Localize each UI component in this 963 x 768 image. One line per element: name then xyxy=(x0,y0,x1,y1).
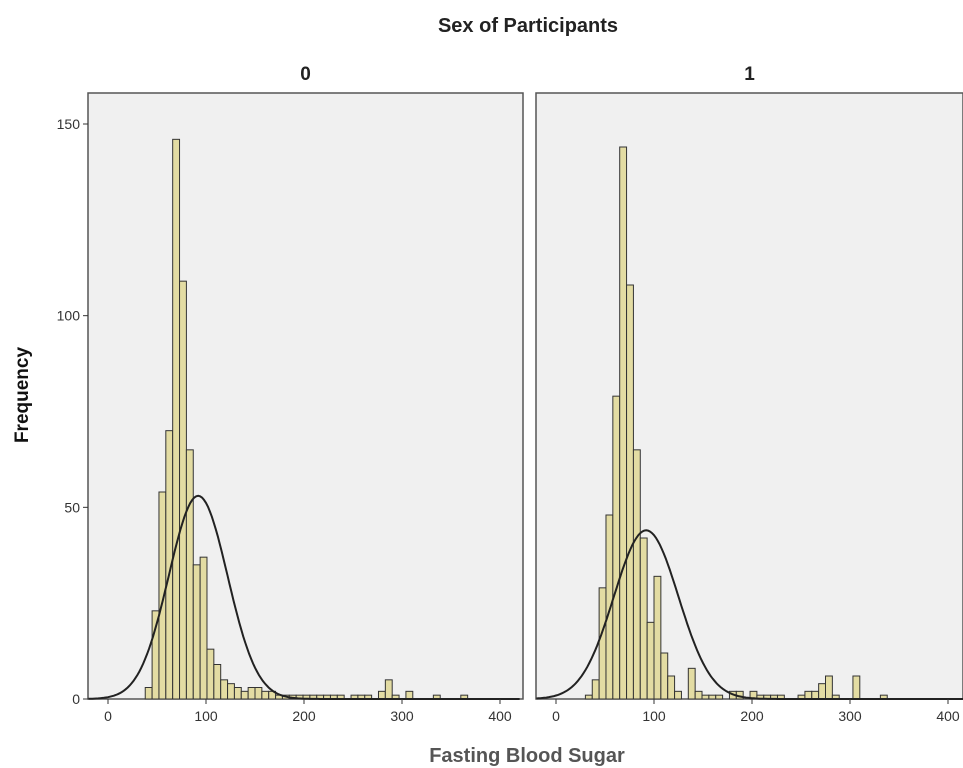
histogram-bar xyxy=(220,679,229,700)
x-tick-label: 400 xyxy=(936,708,960,724)
x-tick-label: 300 xyxy=(390,708,414,724)
panel-0: 0 0 100 200 300 400 0 50 100 150 xyxy=(57,64,524,724)
histogram-bar xyxy=(811,690,820,700)
histogram-bar xyxy=(598,587,607,700)
histogram-bar xyxy=(227,683,235,700)
histogram-bar xyxy=(151,610,160,700)
chart-title: Sex of Participants xyxy=(438,15,618,37)
histogram-bar xyxy=(852,675,861,700)
histogram-bar xyxy=(646,621,655,700)
histogram-bar xyxy=(199,556,208,700)
histogram-bar xyxy=(233,687,242,700)
x-tick-label: 0 xyxy=(552,708,560,724)
histogram-bar xyxy=(687,667,696,700)
histogram-bar xyxy=(605,514,614,700)
histogram-bar xyxy=(172,138,181,700)
histogram-bar xyxy=(701,694,710,700)
histogram-bar xyxy=(667,675,676,700)
histogram-bar xyxy=(591,679,600,700)
x-tick-label: 0 xyxy=(104,708,112,724)
x-axis-label: Fasting Blood Sugar xyxy=(429,745,625,767)
histogram-bar xyxy=(405,690,414,700)
x-tick-label: 400 xyxy=(488,708,512,724)
histogram-bar xyxy=(632,449,641,700)
x-tick-label: 100 xyxy=(194,708,218,724)
histogram-bar xyxy=(818,683,827,700)
histogram-bar xyxy=(626,284,634,700)
histogram-bar xyxy=(213,664,222,700)
x-tick-label: 100 xyxy=(642,708,666,724)
histogram-bar xyxy=(179,280,187,700)
x-tick-label: 300 xyxy=(838,708,862,724)
histogram-bar xyxy=(612,395,621,700)
normal-curve xyxy=(536,529,963,700)
y-axis-label: Frequency xyxy=(12,347,33,444)
histogram-bar xyxy=(192,564,201,700)
histogram-bar xyxy=(804,690,813,700)
histogram-bar xyxy=(619,146,628,700)
histogram-bar xyxy=(206,648,215,700)
x-tick-label: 200 xyxy=(292,708,316,724)
panel-frame xyxy=(535,92,963,700)
histogram-bar xyxy=(254,687,263,700)
y-tick-label: 100 xyxy=(57,308,81,324)
histogram-bar xyxy=(247,687,256,700)
histogram-bar xyxy=(377,690,386,700)
histogram-bar xyxy=(660,652,669,700)
panel-title: 1 xyxy=(744,64,755,85)
histogram-bar xyxy=(144,687,153,700)
histogram-bar xyxy=(185,449,194,700)
histogram-bar xyxy=(708,694,717,700)
histogram-bar xyxy=(674,690,682,700)
panel-1: 1 0 100 200 300 400 xyxy=(535,64,963,724)
histogram-bar xyxy=(384,679,393,700)
histogram-bar xyxy=(240,690,249,700)
panel-frame xyxy=(87,92,524,700)
y-tick-label: 150 xyxy=(57,116,81,132)
y-tick-label: 50 xyxy=(64,499,80,515)
panel-title: 0 xyxy=(300,64,311,85)
normal-curve xyxy=(88,494,520,700)
histogram-bar xyxy=(639,537,648,700)
x-tick-label: 200 xyxy=(740,708,764,724)
y-tick-label: 0 xyxy=(72,691,80,707)
histogram-bar xyxy=(584,694,593,700)
histogram-bar xyxy=(715,694,724,700)
histogram-bar xyxy=(261,690,270,700)
histogram-bar xyxy=(653,575,662,700)
panels-group: 0 0 100 200 300 400 0 50 100 150 1 0 100 200 300 400 xyxy=(57,64,963,724)
histogram-bar xyxy=(825,675,833,700)
histogram-bar xyxy=(694,690,703,700)
